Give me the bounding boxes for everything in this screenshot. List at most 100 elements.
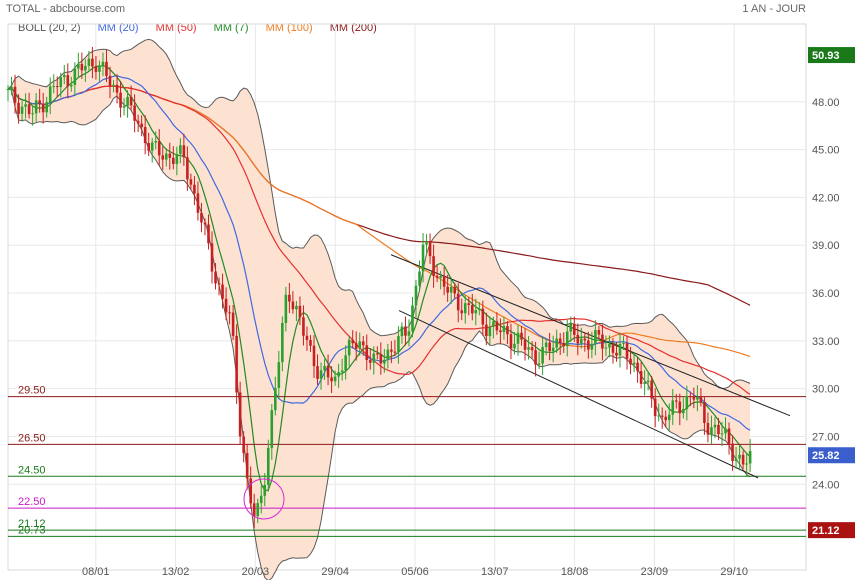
legend-mm200[interactable]: MM (200): [329, 22, 377, 34]
candle-body: [200, 212, 203, 223]
candle-body: [674, 400, 678, 402]
candle: [558, 333, 562, 355]
chart-period-label[interactable]: 1 AN - JOUR: [742, 3, 806, 15]
candle: [368, 348, 372, 370]
candle: [456, 283, 460, 323]
x-tick-label: 29/04: [321, 566, 349, 578]
candle-body: [94, 66, 98, 72]
candle-body: [129, 96, 133, 106]
candle: [277, 350, 281, 400]
candle-body: [555, 338, 558, 348]
candle: [407, 319, 411, 347]
candle: [20, 100, 24, 122]
candle: [625, 335, 629, 370]
candle: [741, 450, 745, 469]
candle: [295, 301, 298, 322]
candle-body: [393, 351, 397, 353]
candle-body: [73, 68, 77, 85]
candle-body: [143, 127, 147, 144]
candle: [84, 59, 87, 82]
candle-body: [727, 428, 731, 444]
candle-body: [478, 308, 481, 311]
candle-body: [365, 345, 369, 361]
candle-body: [548, 342, 551, 352]
candle: [182, 133, 186, 166]
candle: [724, 417, 727, 440]
candle: [179, 138, 182, 164]
candle: [481, 300, 485, 336]
candle: [390, 340, 393, 364]
candle: [337, 363, 340, 389]
candle-body: [70, 84, 73, 87]
candle-body: [660, 415, 664, 417]
candle: [537, 351, 541, 370]
candle-body: [745, 463, 748, 465]
candle: [122, 98, 126, 116]
candle-body: [358, 341, 362, 349]
candle-body: [344, 355, 347, 371]
bollinger-lower-line: [7, 88, 751, 580]
candle: [530, 341, 534, 358]
candle-body: [738, 454, 741, 459]
candle: [312, 335, 316, 378]
candle-body: [147, 143, 150, 151]
candle-body: [442, 276, 446, 287]
candle-body: [734, 458, 738, 462]
candle: [358, 332, 362, 356]
candle-body: [425, 240, 428, 245]
candle-body: [404, 326, 407, 336]
candle: [636, 357, 639, 383]
candle-body: [136, 120, 140, 124]
candle-body: [45, 102, 48, 113]
candle-body: [692, 396, 696, 400]
candle: [281, 316, 284, 372]
x-tick-label: 05/06: [401, 566, 429, 578]
candle-body: [492, 321, 495, 327]
legend-mm20[interactable]: MM (20): [97, 22, 139, 34]
candle-body: [580, 338, 583, 344]
legend-mm50[interactable]: MM (50): [155, 22, 197, 34]
candle: [569, 316, 573, 342]
legend-mm100[interactable]: MM (100): [265, 22, 313, 34]
mm50-line: [7, 85, 751, 395]
candle: [717, 418, 720, 441]
trend-channel-line: [398, 310, 759, 479]
candle: [643, 370, 646, 396]
candle: [274, 376, 277, 416]
candle-body: [639, 371, 643, 384]
candle-body: [245, 453, 249, 479]
candle: [10, 76, 13, 96]
candle: [259, 485, 263, 514]
candle: [446, 274, 449, 302]
candle: [309, 335, 312, 352]
candle-body: [203, 222, 207, 225]
candle-body: [421, 244, 425, 272]
candle-body: [636, 362, 639, 372]
candle-body: [351, 339, 354, 344]
candle: [653, 388, 657, 428]
legend-mm7[interactable]: MM (7): [213, 22, 249, 34]
candle-body: [678, 401, 682, 414]
candle-body: [460, 310, 464, 314]
candle-body: [523, 339, 527, 350]
candle: [108, 66, 112, 99]
candle: [87, 50, 91, 71]
candle-body: [537, 363, 541, 365]
candle-body: [587, 340, 590, 350]
candle: [562, 332, 566, 354]
candle: [133, 94, 136, 133]
candle-body: [400, 326, 404, 337]
candle: [98, 60, 101, 82]
candle-body: [513, 343, 516, 349]
candle: [126, 90, 129, 118]
candle: [372, 346, 376, 375]
candle-body: [502, 326, 506, 333]
level-label-24.50: 24.50: [18, 464, 46, 476]
candle-body: [713, 424, 717, 428]
candle: [231, 305, 235, 341]
candle-body: [569, 323, 573, 332]
legend-boll[interactable]: BOLL (20, 2): [18, 22, 81, 34]
candle: [161, 146, 165, 170]
candle-body: [622, 343, 625, 345]
